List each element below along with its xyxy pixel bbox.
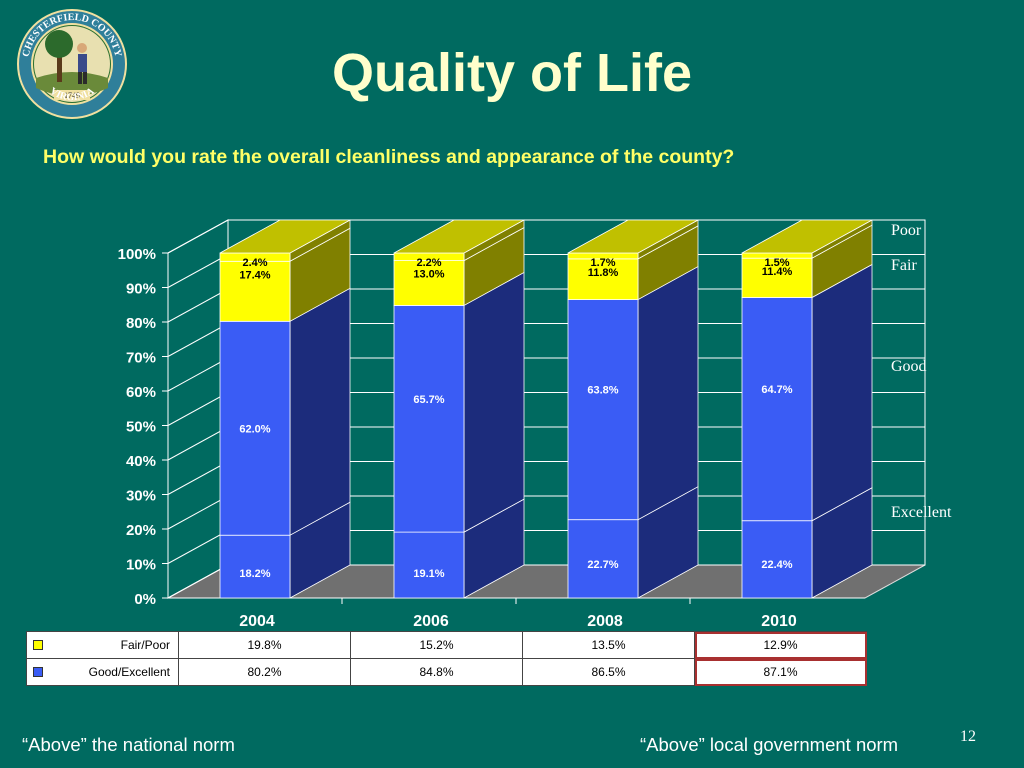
- seal-year: 1749: [64, 91, 80, 100]
- row-label: Good/Excellent: [88, 665, 170, 679]
- y-tick-label: 100%: [118, 246, 156, 263]
- bar-good-2004: [219, 320, 291, 536]
- bar-fair-2006: [393, 260, 465, 306]
- data-label-poor: 2.4%: [242, 257, 267, 269]
- page-number: 12: [960, 728, 976, 745]
- survey-question: How would you rate the overall cleanline…: [43, 146, 735, 168]
- y-tick-label: 80%: [126, 315, 156, 332]
- bar-good-2010: [741, 297, 813, 522]
- table-row-fair-poor: Fair/Poor 19.8% 15.2% 13.5% 12.9%: [26, 631, 867, 659]
- table-cell: 86.5%: [522, 658, 695, 686]
- data-label-good: 64.7%: [761, 384, 792, 396]
- y-tick-label: 50%: [126, 419, 156, 436]
- bar-excellent-2008: [567, 519, 639, 599]
- data-label-fair: 11.4%: [762, 266, 793, 278]
- x-category-label: 2004: [239, 613, 275, 630]
- bar-fair-2008: [567, 258, 639, 300]
- bar-good-side: [289, 287, 351, 536]
- y-tick-label: 90%: [126, 281, 156, 298]
- bar-good-side: [463, 271, 525, 533]
- table-cell: 13.5%: [522, 631, 695, 659]
- data-label-good: 65.7%: [413, 394, 444, 406]
- bar-good-2008: [567, 299, 639, 521]
- good-excellent-swatch: [33, 667, 43, 677]
- data-label-fair: 13.0%: [413, 269, 444, 281]
- slide-title: Quality of Life: [331, 43, 693, 103]
- legend-excellent: Excellent: [891, 504, 952, 521]
- y-tick-label: 0%: [134, 591, 156, 608]
- x-category-label: 2008: [587, 613, 623, 630]
- svg-text:VIRGINIA: VIRGINIA: [48, 85, 97, 103]
- data-label-excellent: 22.7%: [587, 559, 618, 571]
- y-tick-label: 30%: [126, 488, 156, 505]
- row-header-fair-poor: Fair/Poor: [26, 631, 179, 659]
- data-label-poor: 1.5%: [764, 257, 789, 269]
- bar-top-face: [567, 219, 699, 254]
- bar-excellent-2004: [219, 534, 291, 599]
- data-label-poor: 1.7%: [590, 257, 615, 269]
- row-header-good-excellent: Good/Excellent: [26, 658, 179, 686]
- bar-top-face: [393, 219, 525, 254]
- seal-bottom-text: VIRGINIA: [48, 85, 97, 103]
- legend-fair: Fair: [891, 257, 917, 274]
- table-cell-highlighted: 87.1%: [694, 658, 867, 686]
- data-label-excellent: 18.2%: [239, 568, 270, 580]
- x-category-label: 2010: [761, 613, 797, 630]
- bar-fair-2010: [741, 257, 813, 298]
- y-tick-label: 70%: [126, 350, 156, 367]
- bar-good-side: [637, 265, 699, 521]
- data-label-poor: 2.2%: [416, 257, 441, 269]
- table-cell: 80.2%: [178, 658, 351, 686]
- table-row-good-excellent: Good/Excellent 80.2% 84.8% 86.5% 87.1%: [26, 658, 867, 686]
- footer-right-note: “Above” local government norm: [640, 734, 899, 755]
- data-label-excellent: 22.4%: [761, 559, 792, 571]
- data-label-fair: 11.8%: [588, 267, 619, 279]
- x-category-label: 2006: [413, 613, 449, 630]
- table-cell: 84.8%: [350, 658, 523, 686]
- y-tick-label: 60%: [126, 384, 156, 401]
- y-tick-label: 20%: [126, 522, 156, 539]
- y-tick-label: 10%: [126, 557, 156, 574]
- data-table: Fair/Poor 19.8% 15.2% 13.5% 12.9% Good/E…: [26, 631, 867, 686]
- bar-excellent-2010: [741, 520, 813, 599]
- data-label-good: 63.8%: [587, 385, 618, 397]
- table-cell: 15.2%: [350, 631, 523, 659]
- bar-good-side: [811, 263, 873, 522]
- county-seal-logo: 1749 CHESTERFIELD COUNTY VIRGINIA: [17, 9, 127, 119]
- bar-top-face: [219, 219, 351, 254]
- table-cell-highlighted: 12.9%: [694, 631, 867, 659]
- bar-good-2006: [393, 305, 465, 533]
- legend-good: Good: [891, 358, 927, 375]
- row-label: Fair/Poor: [120, 638, 170, 652]
- y-tick-label: 40%: [126, 453, 156, 470]
- data-label-fair: 17.4%: [239, 269, 270, 281]
- table-cell: 19.8%: [178, 631, 351, 659]
- legend-poor: Poor: [891, 222, 922, 239]
- data-label-excellent: 19.1%: [413, 568, 444, 580]
- data-label-good: 62.0%: [239, 423, 270, 435]
- fair-poor-swatch: [33, 640, 43, 650]
- bar-excellent-2006: [393, 531, 465, 599]
- footer-left-note: “Above” the national norm: [22, 734, 235, 755]
- bar-top-face: [741, 219, 873, 254]
